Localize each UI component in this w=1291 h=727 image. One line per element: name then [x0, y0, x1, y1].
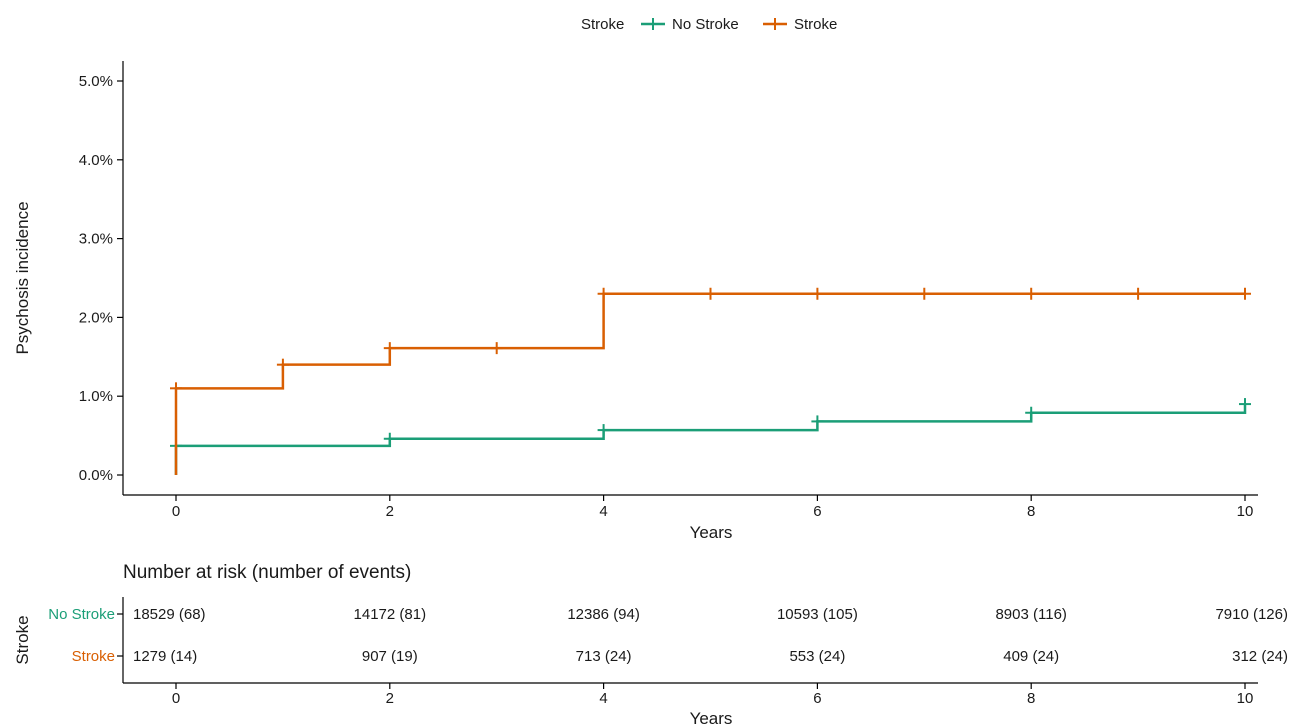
risk-x-tick-label: 8	[1027, 690, 1035, 707]
x-tick-label: 8	[1027, 503, 1035, 520]
legend-label-stroke: Stroke	[794, 16, 837, 33]
series-layer	[170, 287, 1251, 475]
series-line-stroke	[174, 292, 1245, 475]
risk-cell: 409 (24)	[1003, 648, 1059, 665]
x-tick-label: 2	[386, 503, 394, 520]
risk-table-x-axis-label: Years	[690, 709, 733, 727]
censor-mark-no-stroke	[1239, 398, 1251, 411]
censor-mark-stroke	[811, 287, 824, 300]
risk-cell: 14172 (81)	[354, 606, 427, 623]
censor-mark-no-stroke	[1025, 406, 1038, 419]
censor-mark-stroke	[170, 382, 182, 395]
censor-mark-stroke	[383, 342, 396, 355]
y-axis-label: Psychosis incidence	[13, 201, 32, 354]
censor-mark-stroke	[918, 287, 931, 300]
risk-table-rows: No Stroke 18529 (68) 14172 (81) 12386 (94) 1…	[48, 606, 1288, 665]
risk-x-tick-label: 10	[1237, 690, 1254, 707]
risk-cell: 713 (24)	[576, 648, 632, 665]
y-ticks: 0.0% 1.0% 2.0% 3.0% 4.0% 5.0%	[79, 73, 123, 484]
risk-table-x-ticks: 0 2 4 6 8 10	[172, 683, 1254, 707]
legend-label-no-stroke: No Stroke	[672, 16, 739, 33]
censor-mark-stroke	[1132, 287, 1145, 300]
y-tick-label: 0.0%	[79, 467, 113, 484]
main-plot: 0.0% 1.0% 2.0% 3.0% 4.0% 5.0% 0 2 4 6 8 10 Years P…	[13, 61, 1258, 542]
y-tick-label: 1.0%	[79, 388, 113, 405]
series-line-no-stroke	[174, 404, 1247, 475]
legend-item-no-stroke: No Stroke	[641, 16, 739, 33]
censor-mark-stroke	[490, 342, 503, 355]
risk-table: Number at risk (number of events) No Str…	[13, 562, 1288, 727]
risk-table-title: Number at risk (number of events)	[123, 562, 411, 583]
risk-cell: 18529 (68)	[133, 606, 206, 623]
censor-mark-no-stroke	[383, 432, 396, 445]
risk-cell: 1279 (14)	[133, 648, 197, 665]
risk-cell: 10593 (105)	[777, 606, 858, 623]
censor-mark-no-stroke	[811, 415, 824, 428]
y-tick-label: 2.0%	[79, 309, 113, 326]
risk-table-y-axis-label: Stroke	[13, 615, 32, 664]
censor-mark-stroke	[276, 358, 289, 371]
risk-cell: 12386 (94)	[567, 606, 640, 623]
risk-cell: 312 (24)	[1232, 648, 1288, 665]
censor-mark-stroke	[597, 287, 610, 300]
x-axis-label: Years	[690, 523, 733, 542]
x-ticks: 0 2 4 6 8 10	[172, 495, 1254, 520]
x-tick-label: 4	[599, 503, 607, 520]
risk-x-tick-label: 4	[599, 690, 607, 707]
legend-title: Stroke	[581, 16, 624, 33]
censor-mark-stroke	[704, 287, 717, 300]
y-tick-label: 3.0%	[79, 231, 113, 248]
legend: Stroke No Stroke Stroke	[581, 16, 837, 33]
y-tick-label: 4.0%	[79, 152, 113, 169]
x-tick-label: 0	[172, 503, 180, 520]
y-tick-label: 5.0%	[79, 73, 113, 90]
censor-mark-no-stroke	[597, 424, 610, 437]
x-tick-label: 6	[813, 503, 821, 520]
risk-row-label: Stroke	[72, 648, 115, 665]
risk-row-label: No Stroke	[48, 606, 115, 623]
risk-x-tick-label: 0	[172, 690, 180, 707]
risk-x-tick-label: 2	[386, 690, 394, 707]
legend-item-stroke: Stroke	[763, 16, 837, 33]
risk-cell: 553 (24)	[789, 648, 845, 665]
risk-cell: 8903 (116)	[995, 606, 1066, 623]
censor-mark-stroke	[1239, 287, 1251, 300]
censor-mark-stroke	[1025, 287, 1038, 300]
risk-x-tick-label: 6	[813, 690, 821, 707]
risk-cell: 7910 (126)	[1215, 606, 1288, 623]
x-tick-label: 10	[1237, 503, 1254, 520]
risk-cell: 907 (19)	[362, 648, 418, 665]
